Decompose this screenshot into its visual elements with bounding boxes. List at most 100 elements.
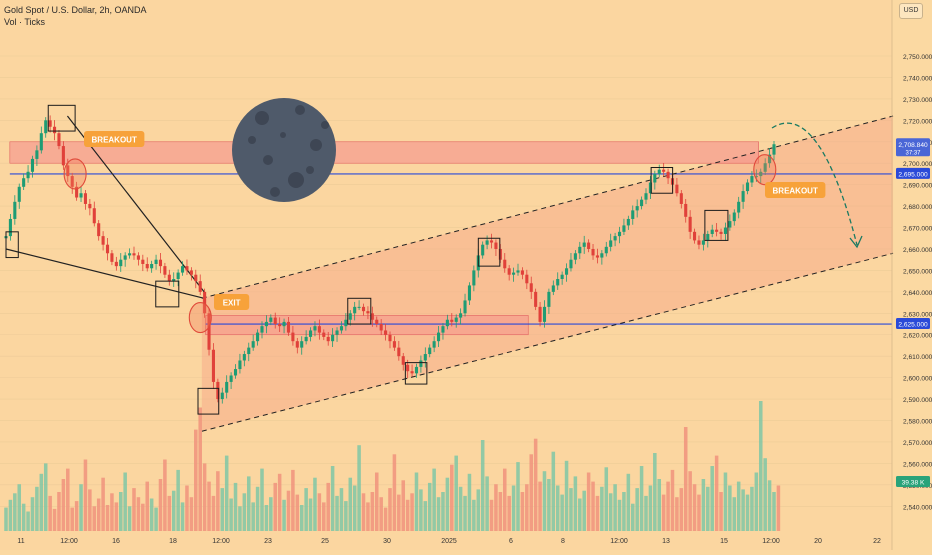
candle-body <box>750 176 754 183</box>
volume-bar <box>295 494 300 531</box>
volume-bar <box>13 493 17 531</box>
candle-body <box>145 263 149 269</box>
volume-bar <box>427 482 432 531</box>
volume-bar <box>644 495 648 531</box>
volume-bar <box>608 493 613 531</box>
candle-body <box>247 347 251 355</box>
candle-body <box>326 336 330 342</box>
volume-bar <box>436 497 441 531</box>
volume-bar <box>251 502 255 531</box>
price-tick-label: 2,670.000 <box>903 226 932 233</box>
volume-bar <box>675 497 679 531</box>
moon-crater <box>280 132 286 138</box>
annotation-label: EXIT <box>214 294 250 310</box>
volume-bar <box>282 499 286 531</box>
volume-bar <box>392 454 397 531</box>
time-tick-label: 22 <box>873 538 881 545</box>
volume-bar <box>286 490 291 531</box>
volume-bar <box>480 440 485 531</box>
candle-body <box>30 158 35 172</box>
candle-body <box>101 236 105 245</box>
candle-body <box>609 240 613 247</box>
volume-bar <box>648 485 653 531</box>
volume-bar <box>564 460 569 531</box>
volume-bar <box>758 401 763 531</box>
volume-bar <box>432 468 436 531</box>
volume-bar <box>529 454 534 531</box>
candle-body <box>419 360 423 367</box>
volume-bar <box>35 486 39 531</box>
volume-bar <box>767 480 772 531</box>
highlight-circle <box>63 158 87 190</box>
volume-bar <box>573 476 578 531</box>
volume-bar <box>149 498 154 531</box>
volume-bar <box>719 492 723 531</box>
candle-body <box>463 300 467 314</box>
volume-bar <box>198 407 202 531</box>
candle-body <box>732 212 736 222</box>
candle-body <box>759 171 763 177</box>
volume-bar <box>74 501 79 531</box>
volume-label-text: 39.38 K <box>902 480 925 487</box>
price-tick-label: 2,540.000 <box>903 504 932 511</box>
volume-bar <box>511 485 516 531</box>
candle-body <box>631 210 635 219</box>
highlight-box <box>404 362 428 385</box>
candle-body <box>119 259 123 267</box>
time-tick-label: 12:00 <box>762 538 780 545</box>
candle-body <box>741 191 745 202</box>
price-tick-label: 2,570.000 <box>903 440 932 447</box>
volume-bar <box>361 493 366 531</box>
volume-bar <box>723 472 728 531</box>
volume-bar <box>83 459 88 531</box>
volume-bar <box>538 481 542 531</box>
candle-body <box>13 201 17 219</box>
annotation-badge <box>84 131 145 147</box>
volume-bar <box>776 485 781 531</box>
volume-bar <box>736 481 741 531</box>
candle-body <box>361 306 366 312</box>
volume-bar <box>410 493 414 531</box>
candle-body <box>582 242 586 247</box>
volume-bar <box>401 480 406 531</box>
volume-bar <box>741 489 745 531</box>
candle-body <box>617 231 622 237</box>
volume-label-box <box>896 476 930 487</box>
candle-body <box>353 306 357 314</box>
volume-bar <box>313 477 317 531</box>
price-tick-label: 2,650.000 <box>903 268 932 275</box>
candle-body <box>701 240 705 245</box>
moon-crater <box>321 121 329 129</box>
moon-crater <box>270 187 280 197</box>
volume-bar <box>39 473 44 531</box>
volume-bar <box>233 482 238 531</box>
candle-body <box>745 182 750 192</box>
price-tick-label: 2,590.000 <box>903 397 932 404</box>
volume-bar <box>211 495 216 531</box>
candle-body <box>44 120 48 134</box>
candle-body <box>335 330 339 335</box>
price-tick-label: 2,750.000 <box>903 54 932 61</box>
volume-bar <box>551 451 556 531</box>
candle-body <box>75 186 79 198</box>
candle-body <box>295 341 299 348</box>
candle-body <box>357 306 361 308</box>
volume-bar <box>706 486 710 531</box>
candle-body <box>238 360 242 370</box>
candle-body <box>331 334 335 342</box>
candle-body <box>300 341 304 348</box>
candle-body <box>481 244 485 256</box>
candle-body <box>432 341 436 348</box>
candle-body <box>70 176 74 187</box>
volume-bar <box>458 486 463 531</box>
channel-upper-line <box>201 115 894 299</box>
highlight-box <box>47 104 76 132</box>
currency-button[interactable]: USD <box>899 3 923 19</box>
candle-body <box>454 317 458 322</box>
candle-body <box>604 246 608 254</box>
volume-bar <box>326 482 330 531</box>
time-tick-label: 6 <box>509 538 513 545</box>
candle-body <box>437 332 441 342</box>
